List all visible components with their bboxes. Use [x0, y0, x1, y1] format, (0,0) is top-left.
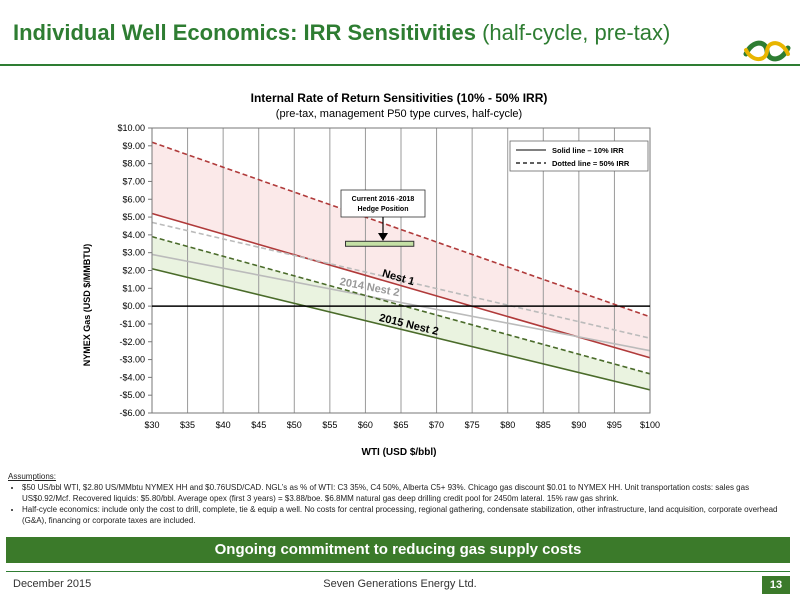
chart-legend: Solid line – 10% IRR Dotted line = 50% I…	[509, 140, 649, 172]
x-tick-label: $45	[251, 420, 266, 430]
footer-date: December 2015	[13, 578, 92, 590]
series-2-irr10-line	[151, 267, 651, 391]
y-tick-label: -$2.00	[119, 337, 145, 347]
x-tick-label: $55	[322, 420, 337, 430]
series-1-irr10-line	[151, 253, 651, 352]
hedge-arrowhead	[378, 233, 388, 241]
x-tick-label: $65	[393, 420, 408, 430]
y-tick-label: $1.00	[122, 283, 145, 293]
assumption-item: Half-cycle economics: include only the c…	[22, 504, 794, 526]
y-tick-label: -$1.00	[119, 319, 145, 329]
x-tick-label: $100	[640, 420, 660, 430]
x-tick-label: $80	[500, 420, 515, 430]
x-tick-label: $35	[180, 420, 195, 430]
x-tick-label: $75	[465, 420, 480, 430]
page-number: 13	[762, 576, 790, 594]
company-logo-icon	[743, 40, 791, 62]
series-2-irr50-line	[151, 235, 651, 375]
irr-chart: $10.00 $9.00 $8.00 $7.00 $6.00 $5.00 $4.00 $3.0…	[82, 91, 660, 458]
x-tick-label: $30	[144, 420, 159, 430]
series-1-irr50-line	[151, 221, 651, 339]
assumptions-list: $50 US/bbl WTI, $2.80 US/MMbtu NYMEX HH …	[8, 482, 794, 526]
y-tick-label: $6.00	[122, 194, 145, 204]
y-axis-label: NYMEX Gas (USD $/MMBTU)	[82, 244, 92, 367]
y-tick-label: $10.00	[117, 123, 145, 133]
footer-rule	[6, 571, 790, 572]
y-tick-label: -$3.00	[119, 355, 145, 365]
y-tick-label: -$5.00	[119, 390, 145, 400]
chart-subtitle: (pre-tax, management P50 type curves, ha…	[276, 108, 522, 120]
hedge-position-bar	[345, 240, 415, 247]
key-message-banner: Ongoing commitment to reducing gas suppl…	[6, 537, 790, 563]
y-tick-label: $9.00	[122, 141, 145, 151]
x-tick-label: $85	[536, 420, 551, 430]
title-rule	[0, 64, 800, 66]
hedge-annotation-line1: Current 2016 -2018	[352, 196, 415, 203]
y-tick-label: $0.00	[122, 301, 145, 311]
x-axis-label: WTI (USD $/bbl)	[362, 447, 437, 458]
slide-title-sub: (half-cycle, pre-tax)	[482, 20, 671, 45]
slide-title-main: Individual Well Economics: IRR Sensitivi…	[13, 20, 476, 45]
assumptions-header: Assumptions:	[8, 472, 57, 481]
assumption-item: $50 US/bbl WTI, $2.80 US/MMbtu NYMEX HH …	[22, 482, 794, 504]
legend-item-dashed: Dotted line = 50% IRR	[552, 159, 630, 168]
hedge-annotation: Current 2016 -2018 Hedge Position	[340, 189, 426, 247]
y-tick-label: $4.00	[122, 230, 145, 240]
slide-title: Individual Well Economics: IRR Sensitivi…	[13, 20, 670, 46]
x-tick-label: $90	[571, 420, 586, 430]
y-tick-label: -$4.00	[119, 372, 145, 382]
y-tick-label: $7.00	[122, 176, 145, 186]
y-tick-label: $8.00	[122, 159, 145, 169]
footer-company: Seven Generations Energy Ltd.	[323, 578, 477, 590]
x-tick-label: $50	[287, 420, 302, 430]
y-tick-label: $2.00	[122, 266, 145, 276]
hedge-annotation-line2: Hedge Position	[358, 206, 409, 213]
y-tick-label: -$6.00	[119, 408, 145, 418]
legend-item-solid: Solid line – 10% IRR	[552, 146, 624, 155]
chart-title: Internal Rate of Return Sensitivities (1…	[251, 91, 548, 105]
x-tick-label: $60	[358, 420, 373, 430]
x-tick-label: $40	[216, 420, 231, 430]
y-tick-label: $5.00	[122, 212, 145, 222]
x-tick-label: $70	[429, 420, 444, 430]
y-tick-label: $3.00	[122, 248, 145, 258]
assumptions: Assumptions: $50 US/bbl WTI, $2.80 US/MM…	[8, 471, 794, 526]
series-0-irr10-line	[151, 212, 651, 359]
x-tick-label: $95	[607, 420, 622, 430]
